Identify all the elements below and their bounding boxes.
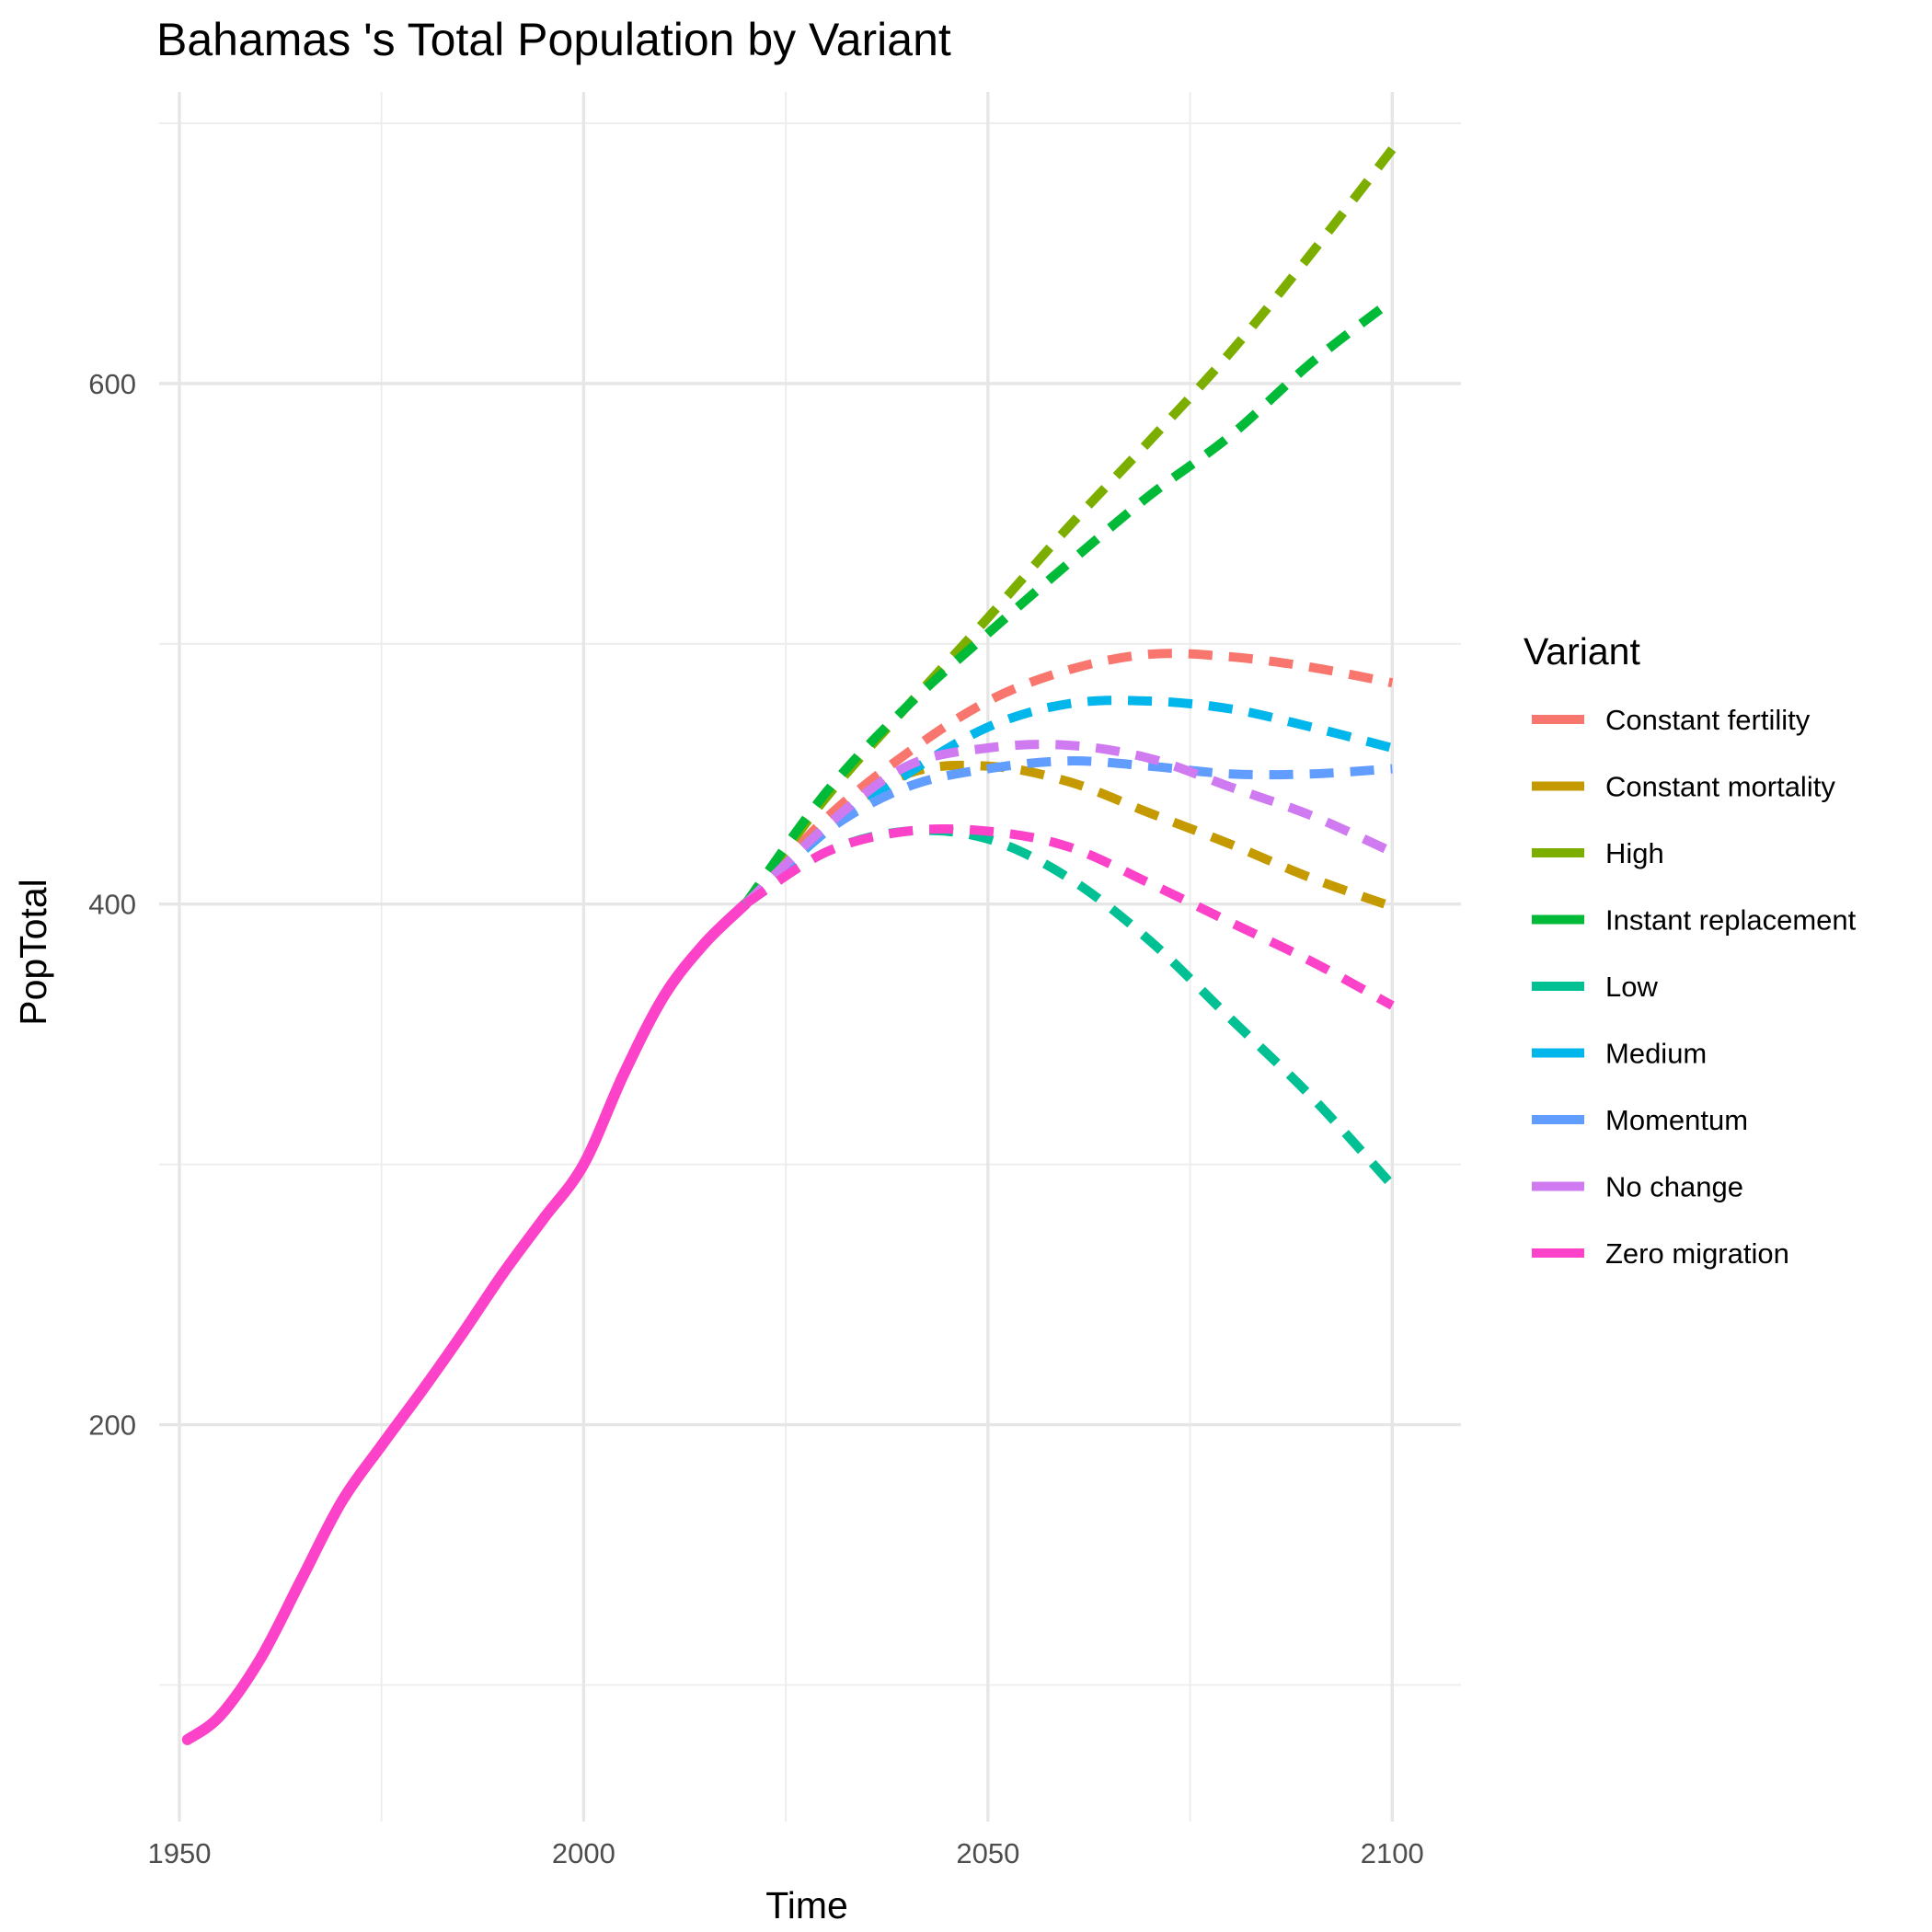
- series-line-instant-replacement: [742, 296, 1396, 907]
- x-tick-label: 1950: [147, 1837, 211, 1869]
- series-line-zero-migration: [742, 824, 1395, 1010]
- grid: [159, 92, 1461, 1822]
- legend-label-low: Low: [1605, 971, 1658, 1003]
- legend-title: Variant: [1524, 630, 1640, 673]
- series-line-low: [742, 825, 1396, 1189]
- x-tick-label: 2050: [956, 1837, 1019, 1869]
- legend-label-momentum: Momentum: [1605, 1104, 1748, 1136]
- legend-label-medium: Medium: [1605, 1038, 1707, 1070]
- legend-label-constant-mortality: Constant mortality: [1605, 771, 1835, 803]
- history-line: [181, 898, 752, 1745]
- series-line-constant-fertility: [742, 649, 1394, 908]
- y-tick-label: 600: [88, 368, 136, 400]
- x-axis-title: Time: [765, 1884, 848, 1926]
- series-lines: [742, 146, 1397, 1189]
- legend-label-no-change: No change: [1605, 1171, 1743, 1203]
- legend-label-constant-fertility: Constant fertility: [1605, 704, 1811, 736]
- legend-label-high: High: [1605, 837, 1664, 869]
- series-line-history: [181, 898, 752, 1745]
- legend-label-instant-replacement: Instant replacement: [1605, 904, 1857, 937]
- x-tick-label: 2100: [1361, 1837, 1424, 1869]
- y-axis-title: PopTotal: [12, 879, 54, 1026]
- legend-label-zero-migration: Zero migration: [1605, 1237, 1789, 1270]
- legend: Variant Constant fertility Constant morta…: [1524, 630, 1857, 1270]
- y-axis-ticks: 200 400 600: [88, 368, 136, 1442]
- x-tick-label: 2000: [552, 1837, 615, 1869]
- chart-title: Bahamas 's Total Population by Variant: [156, 14, 951, 65]
- series-line-no-change: [742, 740, 1395, 908]
- series-line-high: [742, 146, 1397, 907]
- y-tick-label: 400: [88, 889, 136, 921]
- series-line-momentum: [742, 756, 1393, 908]
- series-line-constant-mortality: [742, 760, 1394, 912]
- y-tick-label: 200: [88, 1409, 136, 1442]
- x-axis-ticks: 1950 2000 2050 2100: [147, 1837, 1423, 1869]
